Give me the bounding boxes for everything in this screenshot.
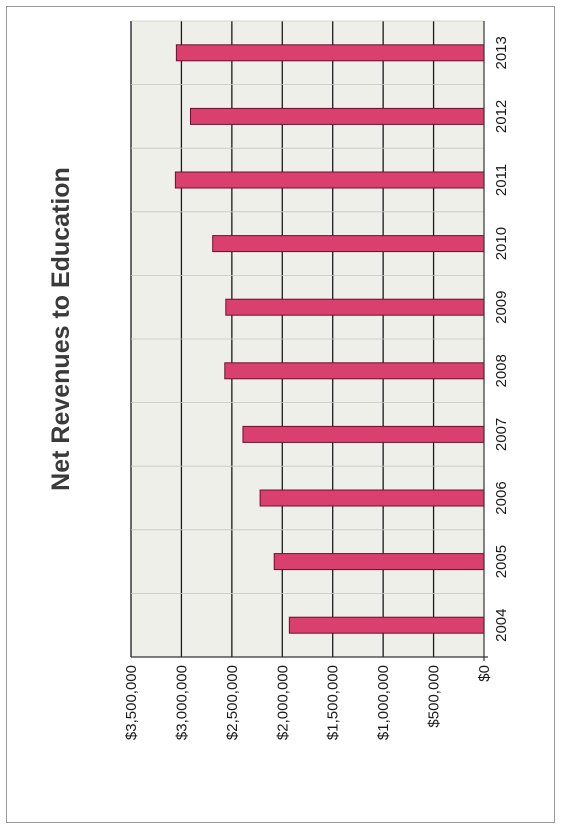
bar-2007 — [242, 425, 485, 443]
grid-lines — [130, 20, 484, 658]
value-tick-label: $1,000,000 — [375, 665, 392, 740]
value-tick-label: $0 — [476, 665, 493, 682]
category-tick-label: 2009 — [493, 291, 510, 324]
bar-2004 — [288, 616, 485, 634]
axes — [131, 21, 488, 661]
chart-title: Net Revenues to Education — [47, 167, 75, 491]
bars — [174, 44, 485, 634]
bar-2006 — [259, 489, 485, 507]
category-tick-label: 2008 — [493, 354, 510, 387]
category-tick-label: 2005 — [493, 545, 510, 578]
category-tick-label: 2011 — [493, 164, 510, 196]
category-tick-label: 2007 — [493, 418, 510, 451]
value-tick-label: $500,000 — [426, 665, 443, 728]
bar-2011 — [174, 171, 485, 189]
category-tick-label: 2006 — [493, 481, 510, 514]
category-tick-label: 2010 — [493, 227, 510, 260]
bar-2010 — [212, 235, 485, 253]
bar-chart: $0 $500,000 $1,000,000 $1,500,000 $2,000,000… — [47, 20, 510, 740]
chart-frame: $0 $500,000 $1,000,000 $1,500,000 $2,000,000… — [6, 6, 555, 823]
category-tick-label: 2004 — [493, 609, 510, 642]
value-tick-label: $3,000,000 — [173, 665, 190, 740]
value-tick-label: $2,500,000 — [224, 665, 241, 740]
value-tick-label: $3,500,000 — [123, 665, 140, 740]
category-tick-label: 2013 — [493, 36, 510, 69]
bar-2013 — [175, 44, 485, 62]
axis-labels: $0 $500,000 $1,000,000 $1,500,000 $2,000,000… — [123, 36, 510, 740]
bar-2005 — [273, 553, 485, 571]
bar-2009 — [225, 298, 485, 316]
bar-2008 — [224, 362, 485, 380]
value-tick-label: $2,000,000 — [274, 665, 291, 740]
category-tick-label: 2012 — [493, 100, 510, 133]
bar-2012 — [190, 107, 485, 125]
value-tick-label: $1,500,000 — [325, 665, 342, 740]
